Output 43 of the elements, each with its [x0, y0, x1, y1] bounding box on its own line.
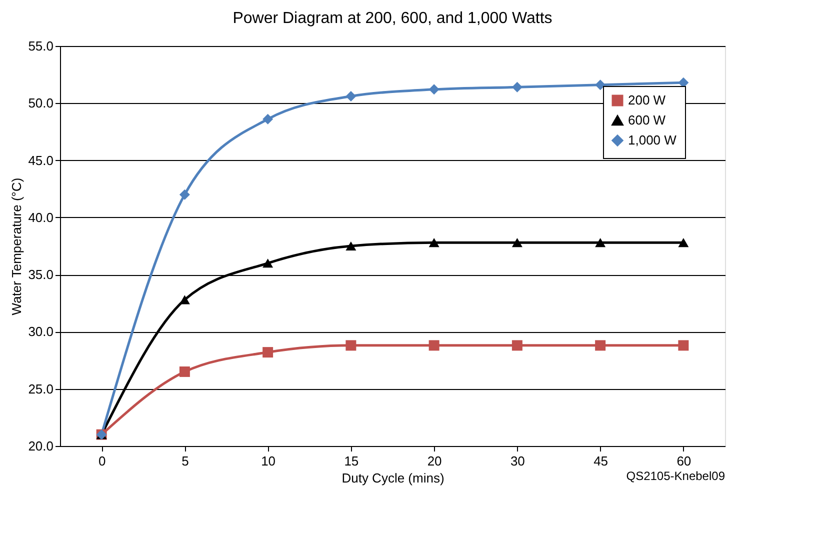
point: [179, 189, 190, 200]
point: [428, 340, 440, 351]
point: [512, 82, 522, 92]
point: [678, 340, 689, 351]
y-tick-label: 30.0: [28, 324, 54, 340]
x-tick-label: 10: [261, 454, 276, 468]
y-tick-label: 20.0: [28, 438, 54, 454]
point: [262, 347, 274, 358]
point: [262, 114, 274, 124]
point: [262, 258, 274, 268]
y-tick-label: 40.0: [28, 210, 54, 225]
y-tick-label: 45.0: [28, 152, 54, 168]
y-axis-title: Water Temperature (°C): [9, 178, 24, 316]
point: [346, 91, 356, 102]
y-tick-label: 55.0: [28, 38, 54, 54]
point: [428, 84, 440, 95]
legend-label: 1,000 W: [628, 132, 678, 148]
text: QS2105-Knebel09: [626, 469, 726, 483]
y-tick-label: 25.0: [28, 381, 54, 396]
point: [678, 238, 689, 248]
y-tick-label: 50.0: [28, 96, 54, 111]
legend-label: 600 W: [628, 112, 666, 128]
point: [595, 238, 606, 248]
point: [595, 80, 606, 90]
point: [428, 238, 440, 248]
x-tick-label: 20: [427, 454, 442, 468]
point: [179, 366, 190, 377]
point: [595, 340, 606, 351]
point: [512, 238, 522, 248]
x-tick-label: 60: [676, 454, 692, 468]
point: [346, 340, 356, 351]
legend-label: 200 W: [628, 92, 666, 108]
point: [179, 295, 190, 304]
point: [346, 241, 356, 251]
chart-title: Power Diagram at 200, 600, and 1,000 Watts: [232, 10, 552, 27]
x-axis-title: Duty Cycle (mins): [342, 470, 444, 486]
x-tick-label: 15: [344, 454, 359, 468]
point: [512, 340, 522, 351]
x-tick-label: 45: [594, 454, 608, 468]
x-tick-label: 0: [98, 454, 106, 468]
x-tick-label: 30: [510, 454, 525, 468]
x-tick-label: 5: [182, 454, 189, 468]
y-tick-label: 35.0: [28, 267, 54, 282]
